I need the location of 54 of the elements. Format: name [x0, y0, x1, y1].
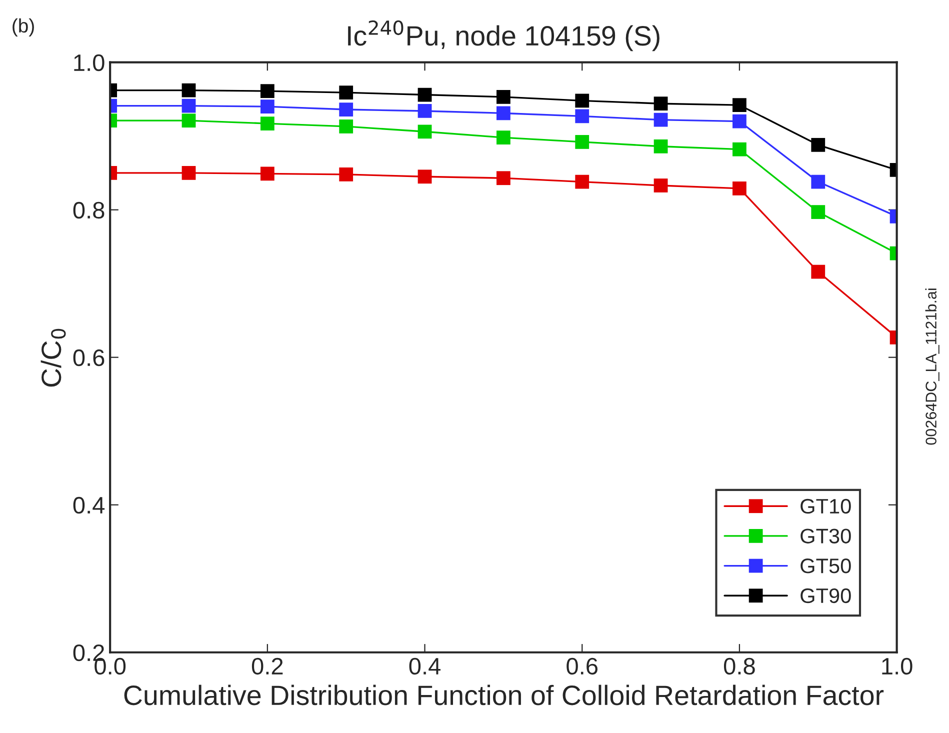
point — [496, 171, 510, 186]
x-axis-title: Cumulative Distribution Function of Colloid Retardation Factor — [124, 684, 884, 706]
text: 00264DC_LA_1121b.ai — [925, 288, 940, 445]
text: (b) — [12, 18, 34, 36]
point — [496, 130, 510, 144]
x-tick-label: 0.4 — [409, 658, 440, 675]
point — [260, 116, 274, 130]
point — [418, 104, 432, 118]
point — [418, 124, 432, 139]
chart-title: Ic$^{240}$Pu, node 104159 (S) — [348, 20, 660, 52]
point — [811, 205, 826, 219]
x-tick-label: 0.6 — [566, 658, 598, 675]
point — [339, 86, 354, 100]
point — [575, 174, 590, 189]
point — [732, 142, 746, 156]
point — [811, 174, 826, 189]
point — [654, 96, 668, 111]
x-tick-label: 0.8 — [724, 658, 755, 675]
point — [182, 114, 196, 128]
point — [732, 114, 746, 128]
point — [260, 100, 274, 114]
point — [811, 138, 826, 152]
point — [496, 106, 510, 120]
y-tick-label: 1.0 — [74, 54, 104, 72]
point — [182, 166, 196, 180]
legend-label: GT50 — [800, 558, 851, 574]
legend-label: GT30 — [800, 528, 851, 544]
point — [811, 264, 826, 279]
point — [496, 90, 510, 104]
point — [182, 98, 196, 113]
point — [575, 109, 590, 124]
point — [260, 166, 274, 181]
point — [339, 120, 354, 134]
y-axis-title: C/C$_{0}$ — [40, 328, 66, 387]
point — [654, 139, 668, 154]
y-tick-label: 0.8 — [73, 202, 104, 219]
x-tick-label: 1.0 — [882, 658, 912, 675]
y-tick-label: 0.4 — [73, 496, 105, 514]
x-tick-label: 0.2 — [252, 658, 283, 675]
point — [732, 98, 746, 112]
point — [418, 88, 432, 102]
point — [575, 94, 590, 108]
point — [732, 181, 746, 196]
point — [575, 135, 590, 149]
legend-label: GT10 — [800, 498, 851, 514]
point — [654, 112, 668, 127]
point — [339, 102, 354, 116]
point — [654, 178, 668, 192]
legend-label: GT90 — [800, 588, 851, 604]
point — [260, 84, 274, 98]
point — [339, 167, 354, 182]
point — [418, 170, 432, 184]
point — [182, 83, 196, 98]
y-tick-label: 0.6 — [73, 349, 104, 366]
